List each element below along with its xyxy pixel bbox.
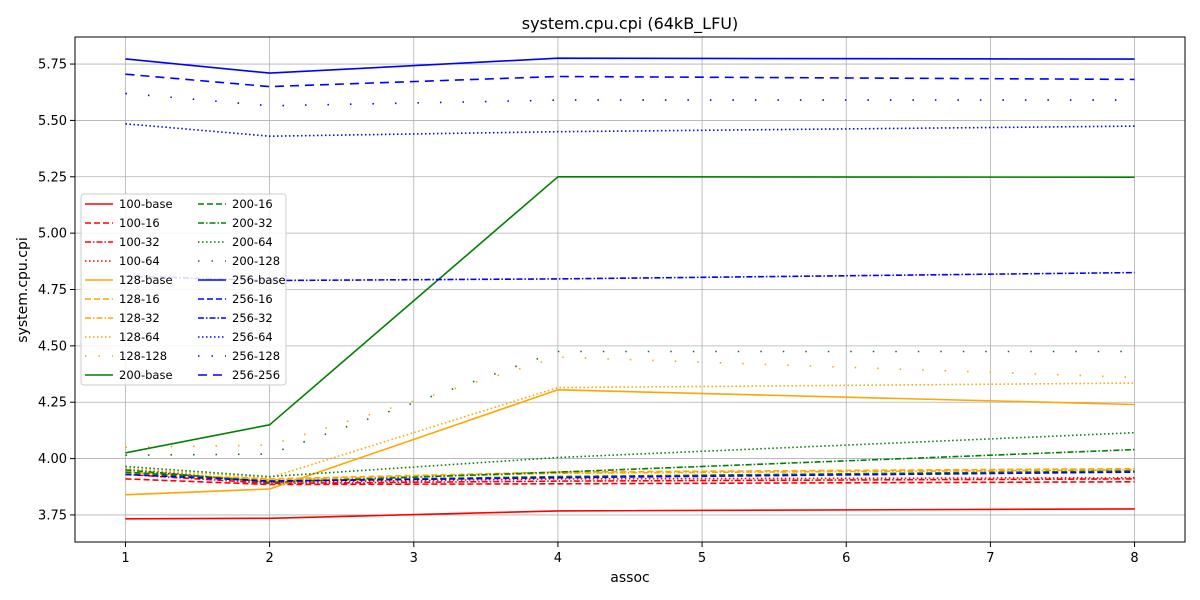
x-tick-label: 6 xyxy=(842,551,850,566)
legend-label: 100-64 xyxy=(119,254,160,268)
legend-label: 200-128 xyxy=(232,254,280,268)
y-tick-label: 4.75 xyxy=(38,283,67,298)
legend-box xyxy=(80,193,287,386)
series-line-128-base xyxy=(125,388,1135,496)
legend-label: 256-256 xyxy=(232,368,280,382)
series-line-256-base xyxy=(125,57,1135,74)
legend-label: 200-64 xyxy=(232,235,273,249)
legend-label: 256-128 xyxy=(232,349,280,363)
y-tick-label: 5.25 xyxy=(38,170,67,185)
x-tick-label: 3 xyxy=(410,551,418,566)
x-tick-label: 7 xyxy=(986,551,994,566)
legend-label: 200-16 xyxy=(232,197,273,211)
x-tick-label: 5 xyxy=(698,551,706,566)
y-axis: 3.75 4.00 4.25 4.50 4.75 5.00 5.25 5.50 5.75 xyxy=(38,58,75,523)
legend-label: 256-64 xyxy=(232,330,273,344)
legend-label: 128-128 xyxy=(119,349,167,363)
y-tick-label: 5.50 xyxy=(38,114,67,129)
x-tick-label: 8 xyxy=(1130,551,1138,566)
x-tick-label: 2 xyxy=(265,551,273,566)
legend-label: 200-32 xyxy=(232,216,273,230)
x-axis-label: assoc xyxy=(610,570,649,586)
legend-label: 256-base xyxy=(232,273,286,287)
legend-label: 128-64 xyxy=(119,330,160,344)
legend-label: 128-16 xyxy=(119,292,160,306)
y-tick-label: 3.75 xyxy=(38,508,67,523)
legend-label: 128-32 xyxy=(119,311,160,325)
series-line-200-64 xyxy=(125,431,1135,478)
y-tick-label: 5.00 xyxy=(38,227,67,242)
series-line-100-16 xyxy=(125,478,1135,486)
x-tick-label: 4 xyxy=(554,551,562,566)
legend: 100-base 100-16 100-32 100-64 128-base 128-16… xyxy=(80,193,287,386)
y-tick-label: 4.25 xyxy=(38,396,67,411)
legend-label: 100-base xyxy=(119,197,173,211)
y-axis-label: system.cpu.cpi xyxy=(15,237,31,342)
series-line-100-base xyxy=(125,508,1135,520)
series-line-256-128 xyxy=(125,92,1135,107)
y-tick-label: 5.75 xyxy=(38,58,67,73)
legend-label: 128-base xyxy=(119,273,173,287)
chart-title: system.cpu.cpi (64kB_LFU) xyxy=(522,14,739,34)
series-line-256-16 xyxy=(125,471,1135,482)
series-line-200-32 xyxy=(125,448,1135,484)
series-line-256-256 xyxy=(125,73,1135,88)
series-line-200-base xyxy=(125,176,1135,454)
legend-label: 100-32 xyxy=(119,235,160,249)
series-line-128-64 xyxy=(125,382,1135,479)
y-tick-label: 4.50 xyxy=(38,339,67,354)
legend-label: 256-16 xyxy=(232,292,273,306)
legend-label: 100-16 xyxy=(119,216,160,230)
series-line-100-32 xyxy=(125,473,1135,485)
y-tick-label: 4.00 xyxy=(38,452,67,467)
x-axis: 1 2 3 4 5 6 7 8 xyxy=(121,542,1139,566)
x-tick-label: 1 xyxy=(121,551,129,566)
series-line-256-64 xyxy=(125,123,1135,137)
legend-label: 200-base xyxy=(119,368,173,382)
legend-label: 256-32 xyxy=(232,311,273,325)
series-layer xyxy=(125,57,1135,520)
